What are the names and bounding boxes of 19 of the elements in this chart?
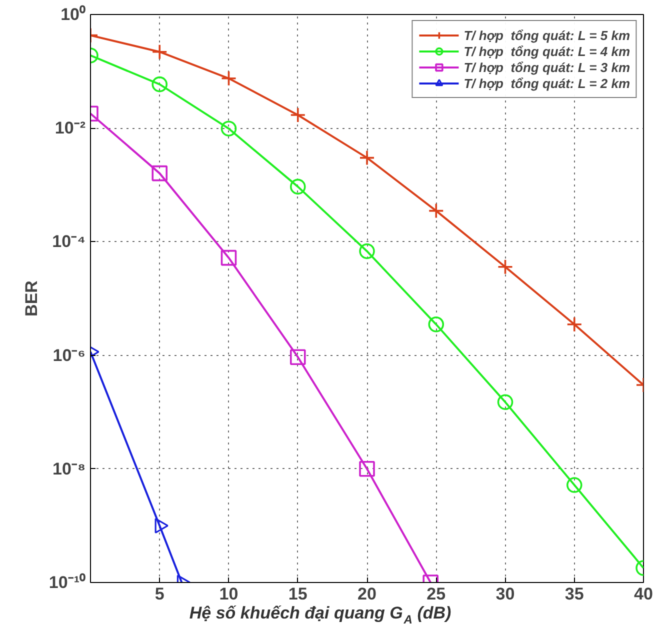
y-tick-label: 10⁻⁸ bbox=[52, 459, 86, 478]
x-tick-label: 35 bbox=[564, 584, 584, 604]
x-tick-label: 40 bbox=[634, 584, 653, 604]
x-tick-label: 30 bbox=[496, 584, 515, 604]
y-axis-title: BER bbox=[22, 280, 41, 316]
x-tick-label: 5 bbox=[154, 584, 164, 604]
y-tick-label: 10⁰ bbox=[60, 5, 86, 24]
y-tick-label: 10⁻¹⁰ bbox=[48, 573, 86, 592]
y-tick-label: 10⁻² bbox=[54, 118, 86, 138]
x-tick-label: 25 bbox=[426, 584, 446, 604]
y-tick-label: 10⁻⁶ bbox=[52, 346, 86, 365]
legend-label: T/ hợp tổng quát: L = 3 km bbox=[464, 59, 630, 75]
x-tick-label: 15 bbox=[288, 584, 308, 604]
legend-label: T/ hợp tổng quát: L = 2 km bbox=[464, 75, 630, 91]
x-tick-label: 10 bbox=[219, 584, 238, 604]
legend-label: T/ hợp tổng quát: L = 4 km bbox=[464, 43, 630, 59]
legend-label: T/ hợp tổng quát: L = 5 km bbox=[464, 27, 630, 43]
x-tick-label: 20 bbox=[358, 584, 376, 604]
y-tick-label: 10⁻⁴ bbox=[52, 232, 86, 252]
